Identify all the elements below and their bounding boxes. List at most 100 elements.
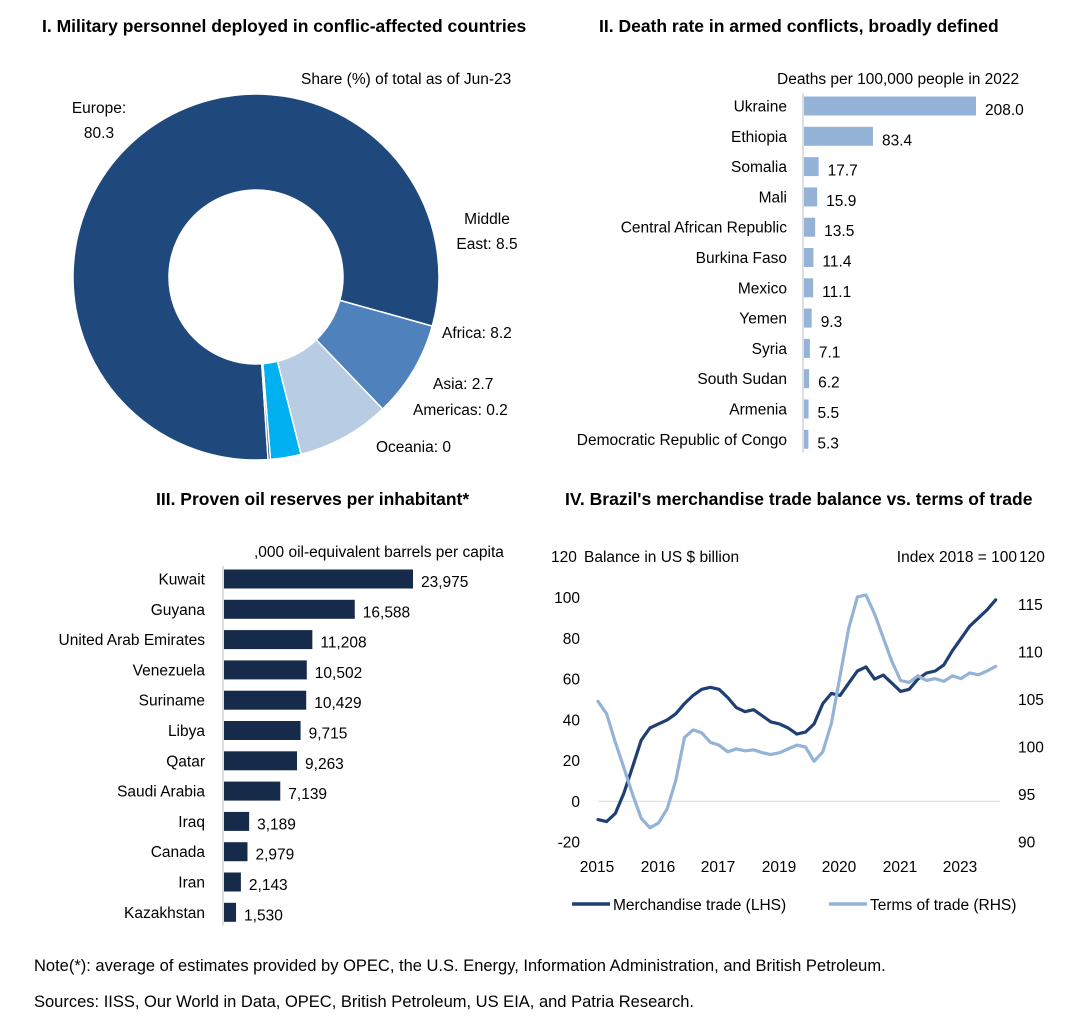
y-tick-right: 110	[1018, 645, 1043, 662]
slice-label: Oceania: 0	[376, 439, 451, 456]
bar	[224, 569, 413, 589]
category-label: Iran	[178, 875, 205, 892]
panel-1-title: I. Military personnel deployed in confli…	[42, 16, 527, 36]
merchandise-trade-line	[596, 598, 998, 824]
terms-of-trade-line	[596, 593, 998, 830]
category-label: Ukraine	[734, 99, 787, 116]
bar	[224, 842, 248, 862]
category-label: Canada	[151, 844, 206, 861]
category-label: Mali	[759, 189, 787, 206]
y-tick-right: 95	[1018, 787, 1035, 804]
bar	[224, 902, 237, 922]
category-label: Syria	[752, 341, 788, 358]
slice-label: Americas: 0.2	[413, 402, 508, 419]
bar	[224, 690, 307, 710]
bar	[804, 399, 809, 419]
x-tick: 2019	[762, 859, 796, 876]
data-label: 23,975	[421, 574, 468, 591]
slice-label: East: 8.5	[456, 236, 517, 253]
data-label: 10,502	[315, 665, 362, 682]
panel-3-subtitle: ,000 oil-equivalent barrels per capita	[254, 544, 504, 561]
donut-slice	[260, 362, 272, 461]
bar	[224, 811, 250, 831]
donut-chart: Europe: 80.3 Middle East: 8.5 Africa: 8.2 Asi…	[72, 93, 518, 461]
data-label: 11.4	[822, 254, 851, 271]
death-rate-chart: Ukraine 208.0 Ethiopia 83.4 Somalia 17.7 Mali 1…	[577, 92, 1024, 453]
category-label: Mexico	[738, 280, 787, 297]
category-label: Guyana	[151, 602, 206, 619]
category-label: United Arab Emirates	[59, 632, 206, 649]
bar	[804, 338, 810, 358]
slice-label: Europe:	[72, 100, 126, 117]
bar	[804, 126, 873, 146]
y-tick-right: 120	[1019, 549, 1045, 566]
data-label: 9,715	[309, 726, 348, 743]
bar	[804, 96, 976, 116]
category-label: Qatar	[166, 753, 205, 770]
category-label: Burkina Faso	[696, 250, 787, 267]
category-label: Libya	[168, 723, 205, 740]
data-label: 5.5	[818, 405, 840, 422]
bar	[804, 217, 816, 237]
y-tick-right: 90	[1018, 835, 1036, 852]
bar	[224, 872, 241, 892]
panel-3-title: III. Proven oil reserves per inhabitant*	[156, 489, 470, 509]
x-tick: 2017	[701, 859, 735, 876]
data-label: 17.7	[828, 163, 858, 180]
data-label: 9.3	[821, 314, 843, 331]
y-tick-left: 120	[551, 549, 577, 566]
trade-balance-chart: 100 80 60 40 20 0 -20 120 Balance in US $ billio…	[551, 549, 1045, 914]
bar	[224, 599, 355, 619]
data-label: 11.1	[822, 284, 851, 301]
legend-label: Merchandise trade (LHS)	[613, 897, 786, 914]
x-tick: 2020	[822, 859, 857, 876]
bar	[804, 429, 809, 449]
footnote: Note(*): average of estimates provided b…	[34, 957, 886, 975]
data-label: 9,263	[305, 756, 344, 773]
category-label: Central African Republic	[621, 220, 788, 237]
data-label: 5.3	[817, 435, 839, 452]
y-tick-left: 40	[563, 712, 581, 729]
data-label: 10,429	[314, 695, 361, 712]
bar	[224, 721, 301, 740]
y-tick-left: -20	[558, 835, 581, 852]
y-tick-left: 60	[563, 672, 581, 689]
category-label: South Sudan	[697, 371, 787, 388]
x-tick: 2023	[943, 859, 977, 876]
category-label: Venezuela	[133, 662, 206, 679]
data-label: 2,979	[255, 847, 294, 864]
legend-label: Terms of trade (RHS)	[870, 897, 1016, 914]
data-label: 3,189	[257, 816, 296, 833]
y-tick-left: 0	[571, 794, 580, 811]
category-label: Kuwait	[158, 572, 205, 589]
y-tick-left: 20	[563, 753, 581, 770]
slice-label: Middle	[464, 211, 510, 228]
x-tick: 2015	[580, 859, 614, 876]
panel-2-subtitle: Deaths per 100,000 people in 2022	[777, 71, 1020, 88]
slice-label: Asia: 2.7	[433, 376, 493, 393]
data-label: 15.9	[826, 193, 856, 210]
oil-reserves-chart: Kuwait 23,975 Guyana 16,588 United Arab Emir…	[59, 565, 468, 926]
bar	[804, 369, 810, 389]
y-tick-right: 105	[1018, 692, 1044, 709]
panel-4-title: IV. Brazil's merchandise trade balance v…	[565, 489, 1033, 509]
category-label: Armenia	[729, 402, 787, 419]
bar	[804, 187, 818, 207]
category-label: Somalia	[731, 159, 787, 176]
sources: Sources: IISS, Our World in Data, OPEC, …	[34, 993, 694, 1011]
bar	[224, 630, 313, 650]
panel-1-subtitle: Share (%) of total as of Jun-23	[301, 71, 512, 88]
panel-2-title: II. Death rate in armed conflicts, broad…	[599, 16, 999, 36]
category-label: Saudi Arabia	[117, 784, 205, 801]
slice-label: 80.3	[84, 125, 114, 142]
data-label: 2,143	[249, 877, 288, 894]
category-label: Ethiopia	[731, 129, 787, 146]
data-label: 6.2	[818, 375, 840, 392]
bar	[224, 751, 298, 771]
y-tick-right: 100	[1018, 740, 1044, 757]
data-label: 13.5	[824, 223, 854, 240]
x-tick: 2021	[883, 859, 917, 876]
data-label: 7.1	[819, 344, 841, 361]
bar	[804, 278, 814, 298]
category-label: Democratic Republic of Congo	[577, 432, 787, 449]
